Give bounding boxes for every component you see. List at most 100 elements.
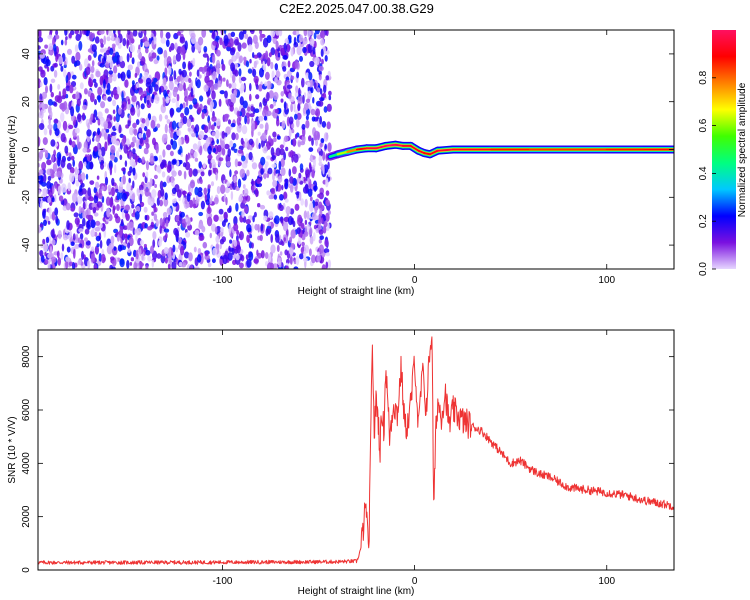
noise-speckle — [270, 187, 276, 194]
noise-speckle — [178, 137, 182, 147]
noise-speckle — [176, 189, 182, 198]
noise-speckle — [85, 66, 91, 76]
noise-speckle — [225, 99, 229, 105]
noise-speckle — [200, 200, 205, 210]
noise-speckle — [321, 264, 326, 269]
noise-speckle — [132, 30, 138, 37]
noise-speckle — [228, 83, 232, 89]
noise-speckle — [95, 136, 100, 143]
noise-speckle — [103, 121, 109, 129]
noise-speckle — [49, 245, 53, 256]
noise-speckle — [151, 81, 156, 88]
noise-speckle — [251, 184, 255, 193]
noise-speckle — [72, 74, 77, 80]
noise-speckle — [97, 86, 103, 96]
noise-speckle — [199, 178, 203, 185]
noise-speckle — [94, 145, 98, 152]
noise-speckle — [49, 30, 53, 35]
noise-speckle — [203, 143, 207, 150]
noise-speckle — [126, 53, 130, 63]
noise-speckle — [76, 98, 81, 107]
noise-speckle — [232, 143, 237, 148]
noise-speckle — [325, 190, 330, 196]
noise-speckle — [296, 227, 301, 235]
noise-speckle — [38, 150, 44, 160]
noise-speckle — [111, 43, 116, 48]
noise-speckle — [72, 233, 76, 241]
noise-speckle — [60, 158, 66, 168]
noise-speckle — [121, 138, 126, 147]
noise-speckle — [38, 66, 43, 72]
noise-speckle — [39, 250, 44, 257]
noise-speckle — [78, 228, 84, 233]
noise-speckle — [107, 184, 112, 193]
noise-speckle — [95, 235, 101, 242]
noise-speckle — [187, 224, 193, 231]
noise-speckle — [38, 162, 41, 168]
noise-speckle — [131, 57, 135, 65]
noise-speckle — [311, 169, 315, 179]
noise-speckle — [307, 30, 311, 38]
noise-speckle — [161, 171, 166, 178]
noise-speckle — [260, 250, 265, 259]
noise-speckle — [251, 242, 254, 249]
noise-speckle — [218, 215, 224, 222]
noise-speckle — [75, 179, 80, 187]
noise-speckle — [223, 218, 228, 223]
noise-speckle — [65, 202, 71, 211]
noise-speckle — [303, 250, 307, 260]
noise-speckle — [177, 170, 182, 177]
noise-speckle — [258, 106, 262, 112]
noise-speckle — [107, 136, 111, 146]
noise-speckle — [151, 189, 157, 198]
noise-speckle — [80, 172, 86, 181]
noise-speckle — [111, 177, 115, 186]
noise-speckle — [238, 195, 244, 203]
noise-speckle — [241, 42, 247, 49]
noise-speckle — [304, 198, 308, 208]
noise-speckle — [132, 180, 135, 189]
noise-speckle — [75, 51, 81, 62]
noise-speckle — [213, 122, 217, 127]
noise-speckle — [91, 202, 97, 209]
noise-speckle — [123, 233, 128, 239]
noise-speckle — [275, 147, 281, 157]
noise-speckle — [57, 185, 62, 195]
noise-speckle — [313, 32, 317, 40]
noise-speckle — [176, 76, 181, 83]
noise-speckle — [318, 100, 324, 107]
noise-speckle — [218, 98, 222, 107]
noise-speckle — [48, 207, 52, 216]
noise-speckle — [323, 106, 328, 113]
noise-speckle — [145, 264, 149, 269]
noise-speckle — [254, 108, 260, 113]
noise-speckle — [194, 157, 199, 162]
noise-speckle — [94, 82, 98, 88]
noise-speckle — [328, 95, 332, 101]
noise-speckle — [88, 78, 94, 87]
noise-speckle — [57, 230, 62, 240]
noise-speckle — [128, 114, 132, 122]
noise-speckle — [172, 244, 176, 253]
noise-speckle — [78, 40, 83, 51]
noise-speckle — [188, 83, 192, 92]
noise-speckle — [188, 199, 194, 208]
x-tick-label: 0 — [412, 275, 418, 286]
noise-speckle — [101, 128, 105, 137]
noise-speckle — [309, 196, 313, 202]
noise-speckle — [326, 121, 331, 130]
noise-speckle — [79, 63, 83, 71]
noise-speckle — [78, 174, 82, 181]
noise-speckle — [124, 79, 129, 88]
noise-speckle — [49, 128, 52, 136]
noise-speckle — [158, 154, 163, 164]
noise-speckle — [307, 81, 311, 88]
noise-speckle — [257, 203, 261, 208]
noise-speckle — [138, 262, 144, 267]
noise-speckle — [267, 167, 273, 175]
noise-speckle — [235, 202, 239, 212]
noise-speckle — [253, 54, 259, 59]
noise-speckle — [295, 118, 300, 128]
noise-speckle — [109, 242, 114, 250]
noise-speckle — [219, 243, 222, 250]
